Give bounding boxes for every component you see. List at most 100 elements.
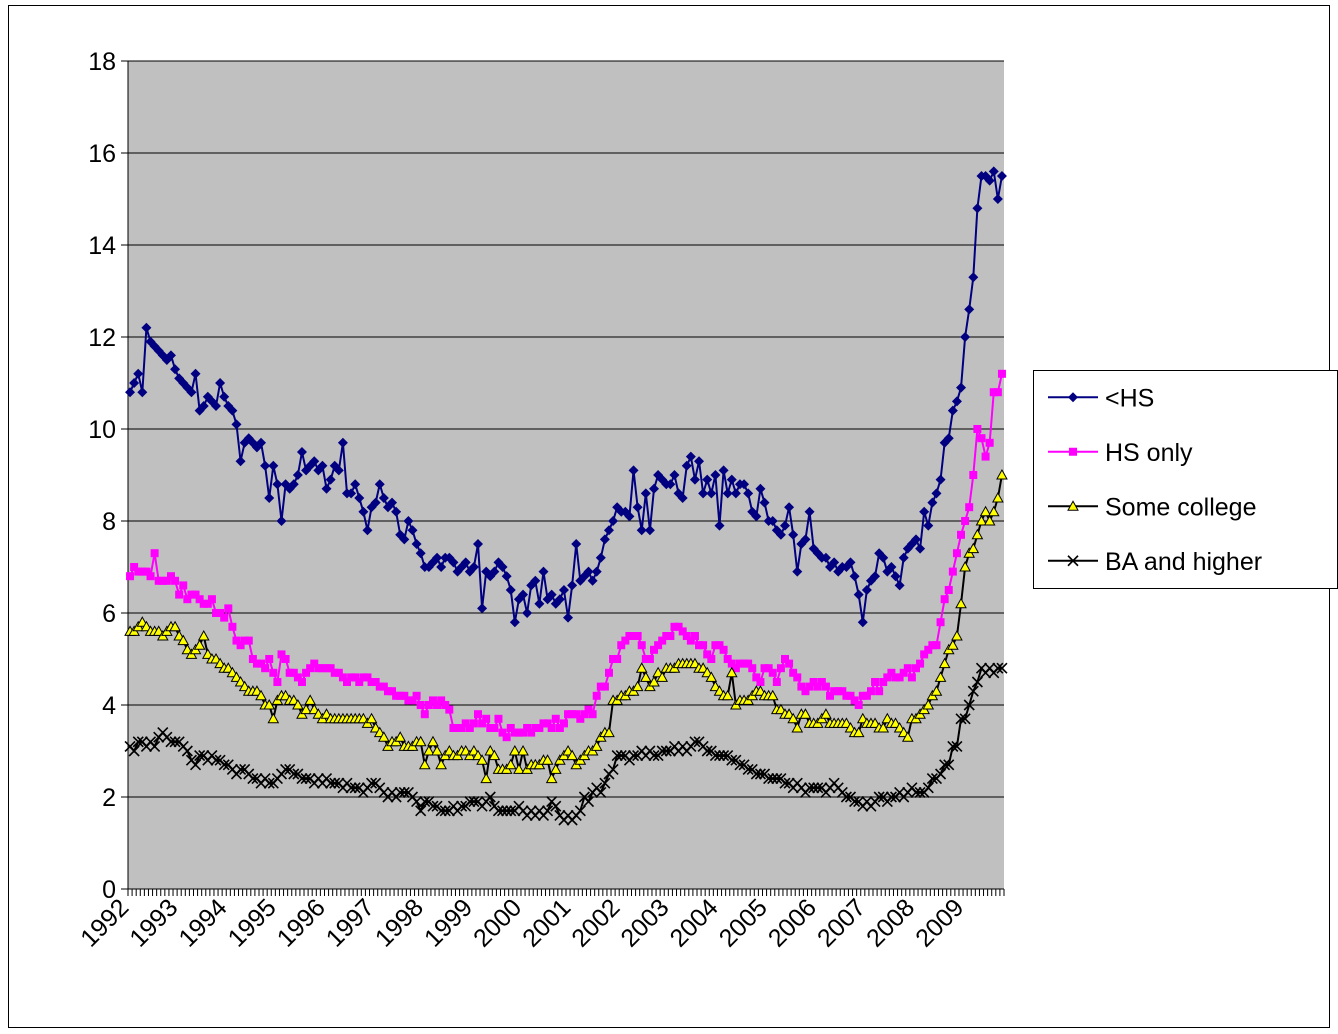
marker [215, 378, 226, 388]
marker [472, 539, 483, 549]
marker [261, 664, 270, 673]
marker [987, 505, 1000, 517]
marker [799, 708, 812, 719]
marker [220, 613, 229, 622]
marker [379, 682, 388, 691]
marker [878, 552, 889, 563]
marker [599, 534, 610, 545]
marker [838, 687, 847, 696]
marker [609, 655, 618, 663]
marker [288, 479, 299, 490]
marker [514, 728, 523, 737]
marker [996, 662, 1008, 674]
marker [804, 506, 815, 517]
marker [711, 641, 720, 650]
marker [445, 705, 454, 714]
marker [437, 696, 446, 705]
marker [436, 562, 447, 572]
marker [984, 175, 995, 186]
marker [755, 483, 766, 494]
marker [934, 768, 947, 780]
marker [326, 664, 335, 673]
marker [662, 632, 671, 640]
marker [934, 671, 947, 682]
marker [494, 714, 503, 723]
marker [951, 629, 963, 641]
marker [779, 777, 791, 789]
marker [940, 595, 949, 604]
marker [820, 552, 831, 563]
marker [519, 728, 528, 737]
marker [850, 696, 859, 705]
marker [968, 272, 979, 283]
marker [558, 585, 569, 595]
marker [625, 632, 634, 640]
marker [347, 673, 356, 682]
marker [926, 773, 938, 785]
marker [448, 557, 459, 568]
marker [349, 782, 361, 794]
marker [727, 659, 736, 668]
marker [321, 483, 332, 494]
marker [731, 664, 740, 673]
marker [944, 586, 953, 594]
marker [396, 691, 405, 700]
marker [555, 724, 564, 732]
marker [797, 682, 806, 691]
marker [325, 777, 337, 789]
marker [267, 712, 280, 724]
marker [567, 580, 578, 591]
marker [767, 516, 778, 526]
marker [670, 622, 679, 631]
marker [910, 534, 921, 545]
marker [473, 710, 482, 719]
marker [744, 659, 753, 668]
marker [310, 659, 319, 668]
marker [478, 719, 487, 728]
marker [501, 805, 513, 817]
marker [910, 786, 922, 798]
marker [648, 750, 660, 762]
marker [227, 405, 238, 416]
marker [919, 506, 930, 517]
marker [948, 567, 957, 576]
marker [355, 678, 364, 686]
marker [846, 691, 855, 700]
marker [306, 664, 315, 673]
marker [658, 636, 667, 645]
marker [354, 493, 365, 503]
marker [637, 641, 646, 650]
marker [370, 497, 381, 508]
marker [138, 567, 147, 576]
marker [707, 655, 716, 663]
marker [309, 456, 320, 467]
marker [714, 520, 725, 531]
marker [199, 599, 208, 608]
marker [433, 701, 442, 709]
y-tick-label: 18 [88, 48, 116, 76]
marker [967, 685, 979, 697]
marker [235, 763, 247, 775]
marker [542, 805, 554, 817]
marker [554, 594, 565, 605]
marker [840, 791, 852, 803]
marker [703, 650, 712, 659]
marker [126, 572, 135, 581]
marker [788, 529, 799, 540]
marker [441, 701, 450, 709]
marker [756, 678, 765, 686]
marker [134, 567, 143, 576]
marker [439, 805, 451, 817]
legend-label: BA and higher [1105, 548, 1262, 576]
legend-label: Some college [1105, 493, 1256, 521]
marker [992, 194, 1003, 204]
marker [981, 452, 990, 461]
y-tick-label: 8 [102, 508, 116, 536]
y-tick-label: 0 [102, 876, 116, 904]
marker [431, 744, 443, 756]
marker [780, 520, 790, 531]
marker [857, 617, 868, 628]
marker [750, 768, 762, 780]
marker [484, 791, 496, 803]
marker [817, 678, 826, 686]
